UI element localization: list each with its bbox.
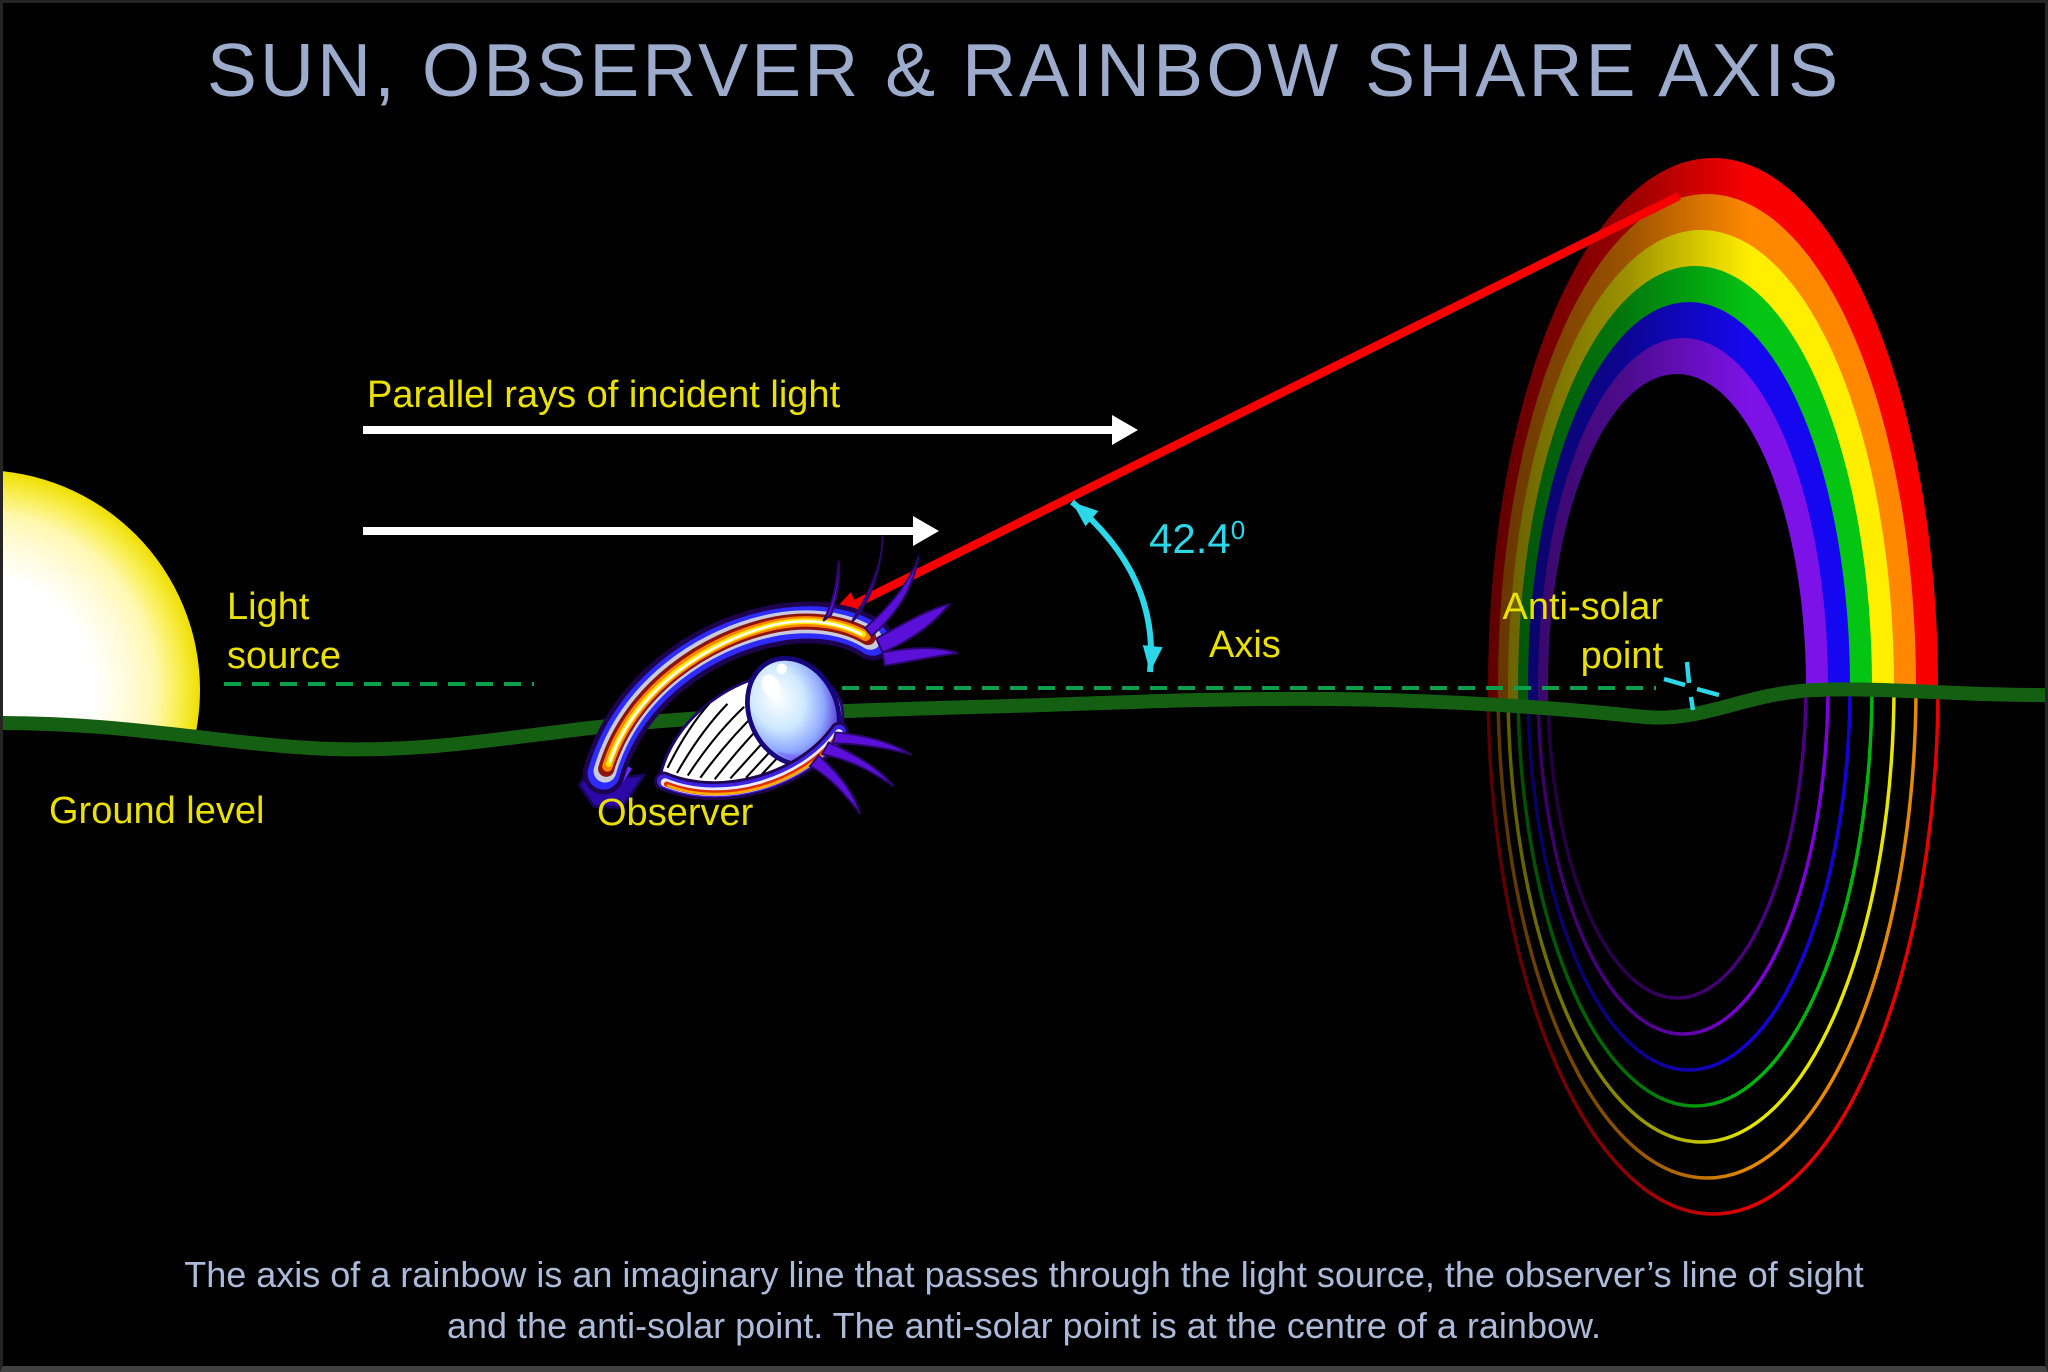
observer-eye-illustration	[577, 535, 959, 815]
angle-value-label: 42.40	[1149, 515, 1245, 563]
rainbow-underground-rings	[1486, 689, 1940, 1216]
axis-dashed-line	[224, 682, 1656, 690]
incident-ray-arrow-1	[363, 415, 1138, 445]
incident-ray-arrow-2	[363, 516, 939, 546]
caption-line-2: and the anti-solar point. The anti-solar…	[446, 1305, 1602, 1347]
rainbow-axis-diagram	[3, 158, 2045, 1216]
caption: The axis of a rainbow is an imaginary li…	[3, 1249, 2045, 1351]
page-title: SUN, OBSERVER & RAINBOW SHARE AXIS	[206, 28, 1842, 112]
sun-illustration	[3, 470, 200, 750]
anti-solar-point-label: Anti-solar point	[1502, 586, 1664, 678]
light-source-label: Light source	[227, 586, 342, 678]
angle-arc	[1070, 499, 1163, 673]
observer-label: Observer	[597, 792, 754, 834]
ground-line	[3, 682, 2045, 757]
caption-line-1: The axis of a rainbow is an imaginary li…	[184, 1254, 1864, 1295]
anti-solar-cross-icon	[1663, 661, 1720, 711]
angle-value: 42.4	[1149, 515, 1231, 562]
ground-level-label: Ground level	[49, 790, 265, 832]
angle-degree-superscript: 0	[1230, 515, 1246, 545]
axis-label: Axis	[1209, 624, 1281, 666]
parallel-rays-label: Parallel rays of incident light	[367, 374, 841, 416]
